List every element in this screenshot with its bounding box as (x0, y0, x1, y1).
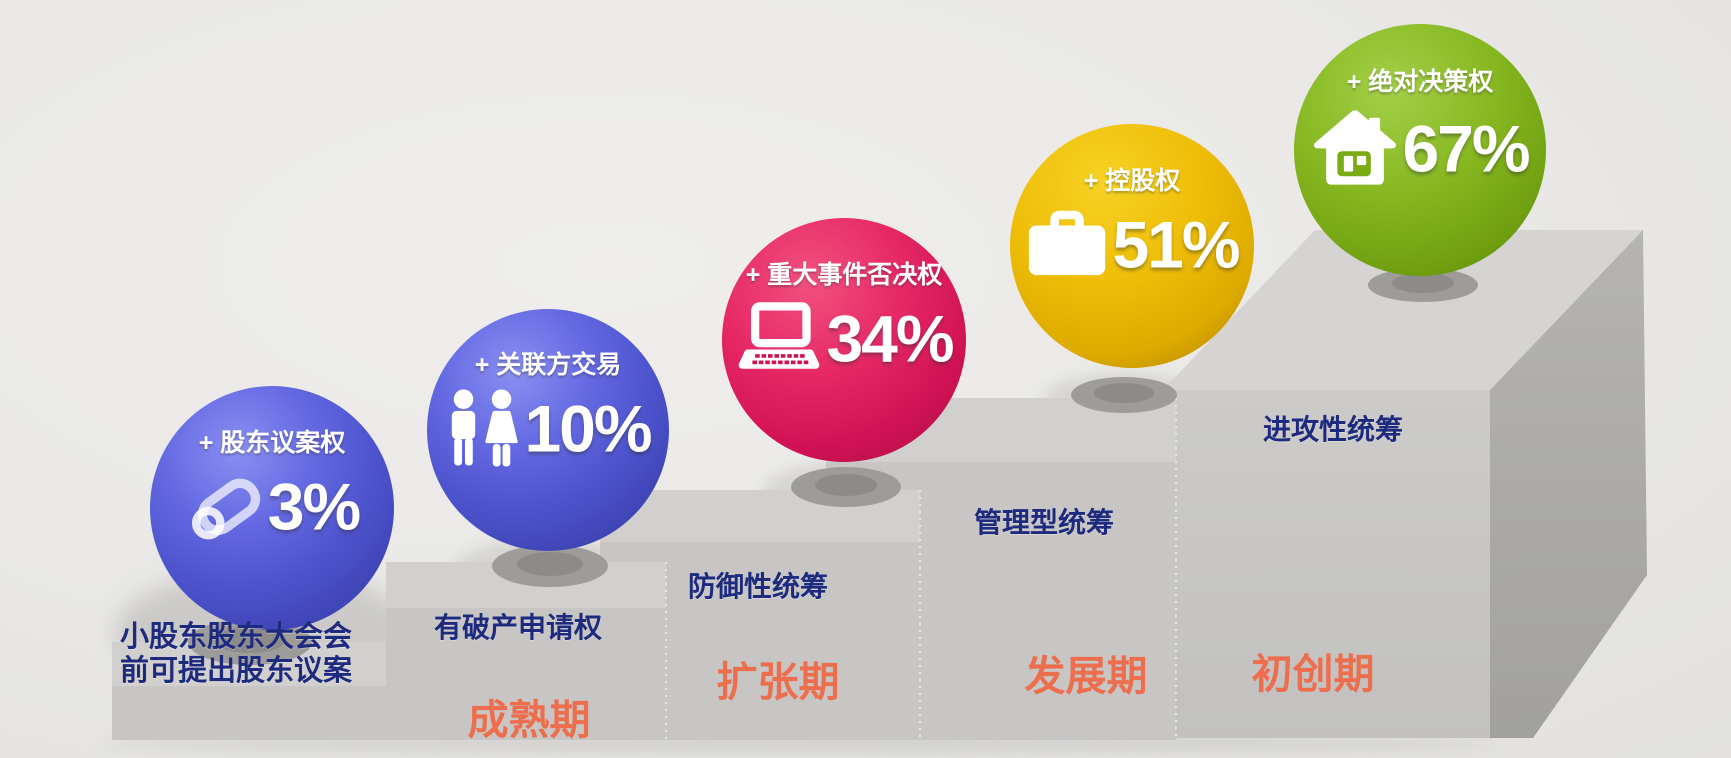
step-5-label: 进攻性统筹 (1262, 414, 1404, 445)
sphere-percent-value: 51% (1112, 207, 1240, 282)
step-block-1 (112, 642, 386, 740)
sphere-percent-value: 10% (524, 391, 652, 466)
stage-label-expansion: 扩张期 (716, 659, 840, 705)
sphere-shadows (188, 268, 1478, 665)
man-woman-icon (445, 389, 521, 467)
step-dividers (665, 398, 1177, 740)
step-2-label: 有破产申请权 (433, 612, 603, 643)
sphere-67-percent: + 绝对决策权 67% (1294, 24, 1546, 276)
sphere-right-label: + 重大事件否决权 (745, 260, 943, 289)
step-1-label-line2: 前可提出股东议案 (120, 655, 353, 687)
step-block-5 (1163, 230, 1647, 738)
sphere-3-percent: + 股东议案权 3% (150, 386, 394, 630)
sphere-percent-value: 3% (267, 469, 361, 544)
sphere-percent-value: 34% (826, 301, 954, 376)
briefcase-icon (1025, 210, 1109, 280)
sphere-right-label: + 股东议案权 (198, 428, 346, 457)
sphere-34-percent: + 重大事件否决权 34% (722, 218, 966, 462)
paperclip-icon (185, 466, 265, 546)
stage-label-startup: 初创期 (1251, 651, 1375, 697)
sphere-10-percent: + 关联方交易 10% (427, 309, 669, 551)
step-3-label: 防御性统筹 (687, 571, 829, 602)
laptop-icon (735, 302, 823, 376)
stage-label-maturity: 成熟期 (467, 697, 591, 743)
step-1-label: 小股东股东大会会 前可提出股东议案 (120, 620, 352, 688)
house-icon (1311, 108, 1399, 188)
stage-label-growth: 发展期 (1024, 653, 1148, 699)
sphere-right-label: + 关联方交易 (474, 351, 622, 380)
step-1-label-line1: 小股东股东大会会 (120, 621, 353, 653)
step-4-label: 管理型统筹 (973, 507, 1115, 538)
sphere-51-percent: + 控股权 51% (1010, 124, 1254, 368)
sphere-percent-value: 67% (1402, 111, 1530, 186)
sphere-right-label: + 控股权 (1083, 166, 1181, 195)
sphere-right-label: + 绝对决策权 (1346, 67, 1494, 96)
